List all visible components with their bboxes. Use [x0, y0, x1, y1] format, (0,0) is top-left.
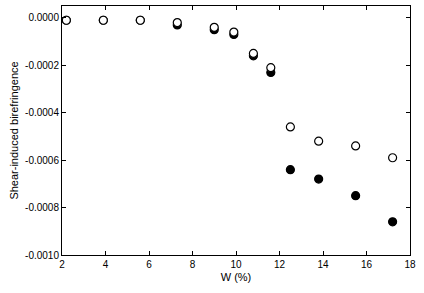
svg-text:12: 12	[274, 259, 286, 270]
svg-text:-0.0004: -0.0004	[25, 107, 59, 118]
svg-text:-0.0008: -0.0008	[25, 202, 59, 213]
svg-text:-0.0006: -0.0006	[25, 155, 59, 166]
svg-text:16: 16	[361, 259, 373, 270]
svg-text:10: 10	[230, 259, 242, 270]
svg-text:W (%): W (%)	[221, 271, 252, 283]
svg-text:14: 14	[317, 259, 329, 270]
svg-text:6: 6	[146, 259, 152, 270]
svg-text:-0.0010: -0.0010	[25, 250, 59, 261]
svg-text:8: 8	[190, 259, 196, 270]
svg-text:Shear-induced birefringence: Shear-induced birefringence	[8, 61, 20, 199]
svg-text:-0.0002: -0.0002	[25, 60, 59, 71]
svg-text:2: 2	[59, 259, 65, 270]
svg-text:4: 4	[103, 259, 109, 270]
svg-text:0.0000: 0.0000	[28, 12, 59, 23]
svg-text:18: 18	[404, 259, 416, 270]
